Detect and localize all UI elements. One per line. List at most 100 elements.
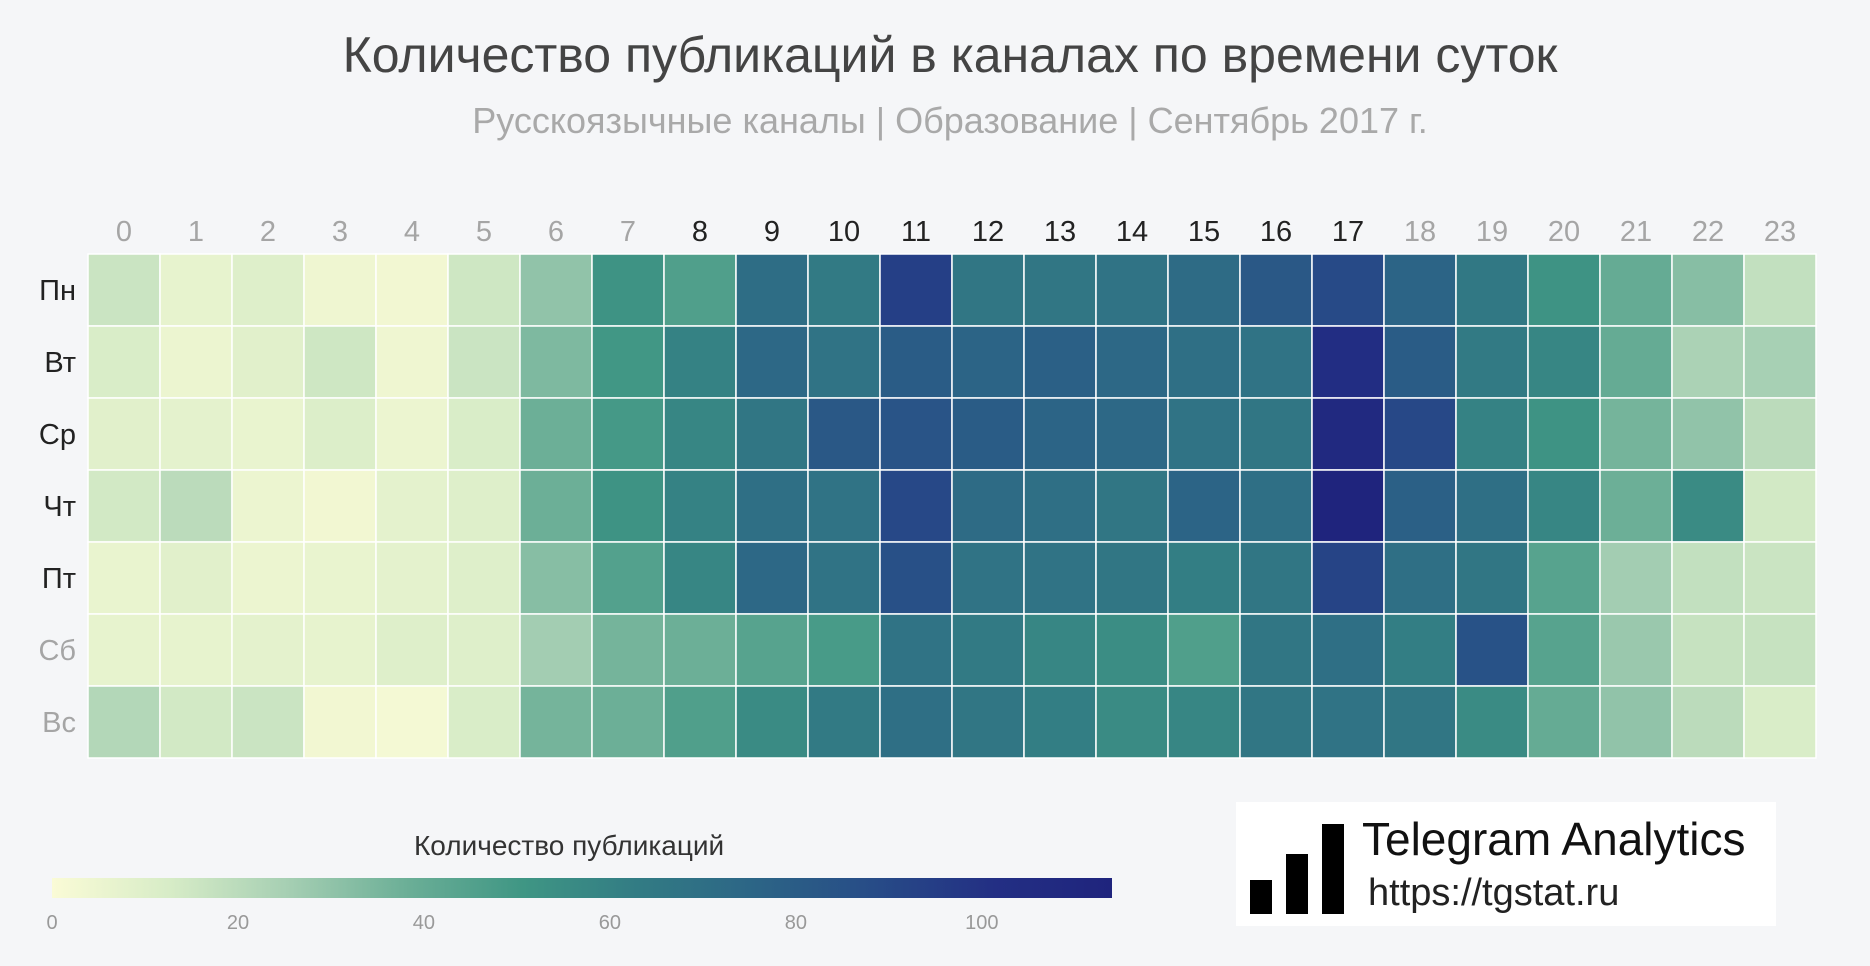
x-tick-label-2: 2 — [260, 216, 276, 248]
heatmap-cell-Вт-3 — [303, 325, 377, 399]
x-tick-label-3: 3 — [332, 216, 348, 248]
heatmap-cell-Ср-1 — [159, 397, 233, 471]
heatmap-cell-Пт-17 — [1311, 541, 1385, 615]
heatmap-cell-Чт-21 — [1599, 469, 1673, 543]
heatmap-cell-Пт-18 — [1383, 541, 1457, 615]
heatmap-cell-Чт-15 — [1167, 469, 1241, 543]
heatmap-cell-Пн-7 — [591, 253, 665, 327]
x-tick-label-4: 4 — [404, 216, 420, 248]
heatmap-cell-Пт-0 — [87, 541, 161, 615]
heatmap-cell-Вс-7 — [591, 685, 665, 759]
heatmap-cell-Сб-21 — [1599, 613, 1673, 687]
heatmap-cell-Вс-20 — [1527, 685, 1601, 759]
heatmap-cell-Пт-23 — [1743, 541, 1817, 615]
heatmap-cell-Вс-10 — [807, 685, 881, 759]
x-tick-label-0: 0 — [116, 216, 132, 248]
heatmap-cell-Сб-9 — [735, 613, 809, 687]
heatmap-cell-Ср-18 — [1383, 397, 1457, 471]
heatmap-cell-Пн-11 — [879, 253, 953, 327]
heatmap-cell-Чт-18 — [1383, 469, 1457, 543]
heatmap-cell-Вт-19 — [1455, 325, 1529, 399]
heatmap-cell-Пн-8 — [663, 253, 737, 327]
y-tick-label-Чт: Чт — [43, 491, 76, 523]
heatmap-cell-Чт-9 — [735, 469, 809, 543]
heatmap-cell-Пн-19 — [1455, 253, 1529, 327]
heatmap-cell-Чт-17 — [1311, 469, 1385, 543]
heatmap-cell-Чт-22 — [1671, 469, 1745, 543]
y-tick-label-Ср: Ср — [39, 419, 76, 451]
heatmap-cell-Вт-22 — [1671, 325, 1745, 399]
heatmap-cell-Вт-12 — [951, 325, 1025, 399]
heatmap-cell-Вт-9 — [735, 325, 809, 399]
heatmap-cell-Пн-3 — [303, 253, 377, 327]
heatmap-cell-Вт-11 — [879, 325, 953, 399]
heatmap-cell-Ср-5 — [447, 397, 521, 471]
heatmap-cell-Пт-16 — [1239, 541, 1313, 615]
heatmap-cell-Ср-3 — [303, 397, 377, 471]
heatmap-cell-Вт-7 — [591, 325, 665, 399]
heatmap-cell-Сб-17 — [1311, 613, 1385, 687]
logo-bar-tall — [1322, 824, 1344, 914]
heatmap-cell-Чт-1 — [159, 469, 233, 543]
heatmap-cell-Вт-4 — [375, 325, 449, 399]
heatmap-cell-Вс-4 — [375, 685, 449, 759]
heatmap-cell-Пн-0 — [87, 253, 161, 327]
heatmap-cell-Вс-9 — [735, 685, 809, 759]
heatmap-cell-Пн-5 — [447, 253, 521, 327]
heatmap-cell-Сб-5 — [447, 613, 521, 687]
x-tick-label-13: 13 — [1044, 216, 1076, 248]
heatmap-cell-Сб-18 — [1383, 613, 1457, 687]
y-tick-label-Пн: Пн — [39, 275, 76, 307]
x-tick-label-14: 14 — [1116, 216, 1148, 248]
heatmap-cell-Сб-14 — [1095, 613, 1169, 687]
heatmap-cell-Пн-17 — [1311, 253, 1385, 327]
heatmap-cell-Сб-13 — [1023, 613, 1097, 687]
x-tick-label-18: 18 — [1404, 216, 1436, 248]
x-tick-label-16: 16 — [1260, 216, 1292, 248]
heatmap-cell-Пн-9 — [735, 253, 809, 327]
heatmap-cell-Вс-1 — [159, 685, 233, 759]
heatmap-cell-Вт-14 — [1095, 325, 1169, 399]
heatmap-cell-Вс-18 — [1383, 685, 1457, 759]
heatmap-cell-Пт-9 — [735, 541, 809, 615]
heatmap-cell-Ср-7 — [591, 397, 665, 471]
heatmap-cell-Пт-2 — [231, 541, 305, 615]
heatmap-cell-Сб-12 — [951, 613, 1025, 687]
y-tick-label-Вт: Вт — [44, 347, 76, 379]
heatmap-cell-Чт-14 — [1095, 469, 1169, 543]
heatmap-cell-Сб-4 — [375, 613, 449, 687]
y-tick-label-Вс: Вс — [42, 707, 76, 739]
heatmap-cell-Пт-4 — [375, 541, 449, 615]
heatmap-cell-Вт-21 — [1599, 325, 1673, 399]
heatmap-cell-Вс-15 — [1167, 685, 1241, 759]
heatmap-cell-Чт-2 — [231, 469, 305, 543]
heatmap-cell-Пт-3 — [303, 541, 377, 615]
heatmap-cell-Чт-20 — [1527, 469, 1601, 543]
heatmap-cell-Вт-16 — [1239, 325, 1313, 399]
heatmap-cell-Пн-22 — [1671, 253, 1745, 327]
heatmap-cell-Ср-19 — [1455, 397, 1529, 471]
heatmap-cell-Вт-5 — [447, 325, 521, 399]
heatmap-cell-Пт-6 — [519, 541, 593, 615]
x-tick-label-21: 21 — [1620, 216, 1652, 248]
x-tick-label-12: 12 — [972, 216, 1004, 248]
heatmap-cell-Сб-2 — [231, 613, 305, 687]
heatmap-cell-Сб-8 — [663, 613, 737, 687]
heatmap-cell-Вт-18 — [1383, 325, 1457, 399]
heatmap-cell-Чт-7 — [591, 469, 665, 543]
x-tick-label-9: 9 — [764, 216, 780, 248]
heatmap-cell-Ср-15 — [1167, 397, 1241, 471]
heatmap-cell-Сб-22 — [1671, 613, 1745, 687]
x-tick-label-6: 6 — [548, 216, 564, 248]
heatmap-cell-Сб-16 — [1239, 613, 1313, 687]
heatmap-cell-Пн-14 — [1095, 253, 1169, 327]
heatmap-chart: 0 1 2 3 4 5 6 7 8 9 10 11 12 13 14 15 16 17 18 19 20 21 22 23Пн… — [38, 216, 1817, 759]
x-tick-label-7: 7 — [620, 216, 636, 248]
heatmap-cell-Сб-7 — [591, 613, 665, 687]
y-tick-label-Пт: Пт — [42, 563, 76, 595]
heatmap-cell-Ср-13 — [1023, 397, 1097, 471]
heatmap-cell-Сб-20 — [1527, 613, 1601, 687]
heatmap-cell-Сб-19 — [1455, 613, 1529, 687]
heatmap-cell-Сб-23 — [1743, 613, 1817, 687]
heatmap-cell-Пт-14 — [1095, 541, 1169, 615]
